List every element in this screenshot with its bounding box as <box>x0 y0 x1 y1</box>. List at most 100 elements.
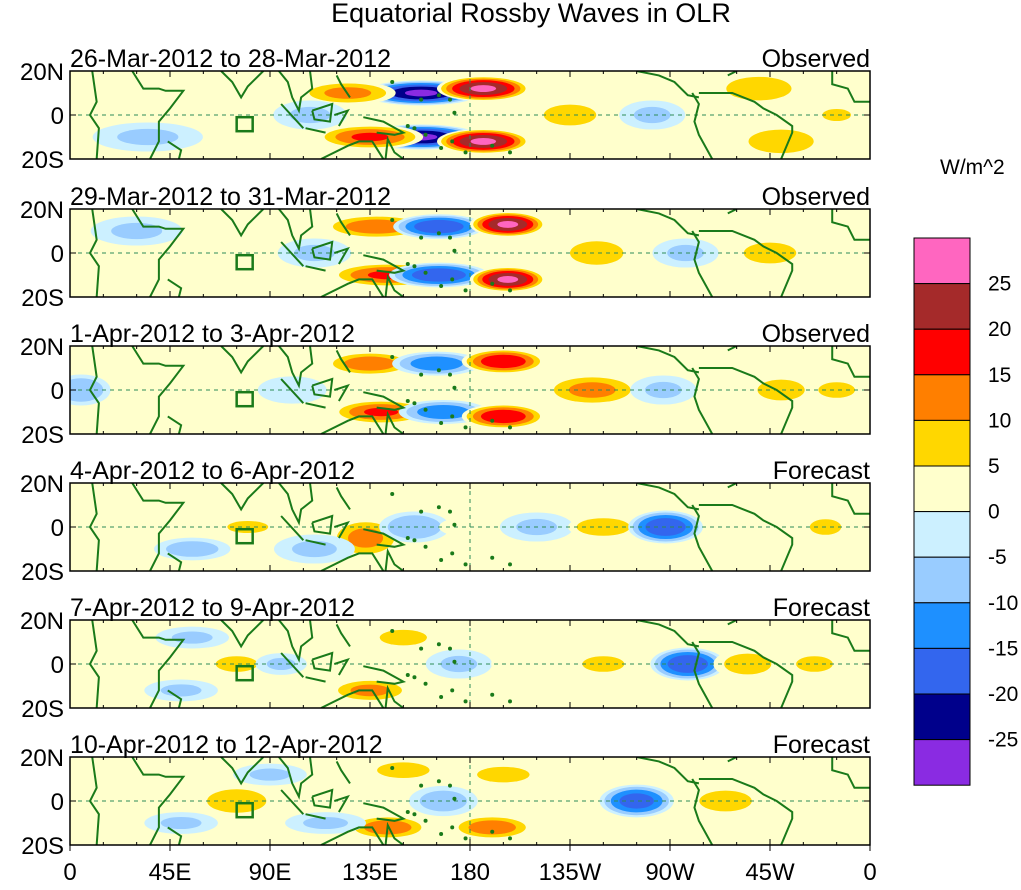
coastline <box>698 504 794 571</box>
island <box>450 825 455 830</box>
anomaly-3-level-28 <box>470 85 497 93</box>
x-tick-label: 135E <box>342 859 398 886</box>
island <box>452 796 457 801</box>
coastline <box>88 757 100 845</box>
y-tick-label: 0 <box>51 515 64 542</box>
coastline <box>311 514 334 535</box>
y-tick-label: 20S <box>21 147 64 174</box>
coastline <box>167 689 183 708</box>
coastline <box>131 209 186 297</box>
coastline <box>305 539 326 546</box>
island <box>419 97 424 102</box>
island <box>412 264 417 269</box>
colorbar-swatch <box>913 419 971 467</box>
coastline <box>691 504 714 571</box>
coastline <box>320 415 385 434</box>
coastline <box>278 483 314 526</box>
anomaly-5-level-18 <box>480 354 526 369</box>
coastline <box>636 346 700 374</box>
coastlines <box>88 346 870 434</box>
panel-date-range: 4-Apr-2012 to 6-Apr-2012 <box>70 457 355 485</box>
coastline <box>334 108 350 127</box>
x-tick-label: 45E <box>149 859 192 886</box>
island <box>436 368 441 373</box>
y-tick-label: 0 <box>51 103 64 130</box>
island <box>436 93 441 98</box>
coastline <box>88 209 100 297</box>
island <box>390 80 395 84</box>
x-tick-label: 90E <box>249 859 292 886</box>
anomaly-4-level-13 <box>417 404 470 420</box>
anomaly-1-level-13 <box>347 528 384 548</box>
island <box>419 783 424 788</box>
island <box>423 681 428 686</box>
island <box>436 231 441 236</box>
island <box>463 836 468 841</box>
island <box>390 629 395 633</box>
coastline <box>363 528 407 548</box>
island <box>412 401 417 406</box>
island <box>439 558 444 562</box>
coastline <box>363 802 407 822</box>
colorbar-level-label: 10 <box>988 409 1011 432</box>
anomaly-7-level-8 <box>570 241 624 265</box>
anomaly-9-level-8 <box>215 656 258 672</box>
coastline <box>363 116 407 136</box>
y-tick-label: 20N <box>20 471 64 498</box>
coastline <box>636 757 700 785</box>
anomaly-11-level-8 <box>292 540 337 558</box>
coastline <box>335 212 351 236</box>
panel-date-range: 26-Mar-2012 to 28-Mar-2012 <box>70 45 391 73</box>
coastline <box>220 757 265 786</box>
coastline <box>691 641 714 708</box>
island <box>448 509 452 514</box>
island <box>463 288 468 293</box>
coastline <box>384 135 404 159</box>
coastline <box>311 788 334 809</box>
colorbar-swatch <box>913 602 971 649</box>
island <box>439 284 444 288</box>
colorbar-swatch <box>913 647 971 695</box>
anomaly-10-level-8 <box>249 768 291 781</box>
colorbar-level-label: 25 <box>988 273 1011 296</box>
coastline <box>691 230 714 297</box>
coastline <box>831 346 870 378</box>
box-marker <box>235 253 254 271</box>
coastline <box>334 657 350 676</box>
coastline <box>131 620 186 708</box>
box-marker <box>235 527 254 545</box>
coastline <box>691 367 714 434</box>
olr-field <box>70 483 870 571</box>
y-tick-label: 20N <box>20 59 64 86</box>
coastline <box>384 273 404 297</box>
coastline <box>691 778 714 845</box>
anomaly-2-level-8 <box>379 629 427 646</box>
coastline <box>167 826 183 845</box>
anomaly-4-level-18 <box>411 268 466 282</box>
anomaly-13-level-3 <box>177 104 230 126</box>
coastline <box>278 346 314 389</box>
coastline <box>363 665 407 685</box>
coastline <box>131 757 186 845</box>
anomaly-5-level-8 <box>582 656 625 672</box>
island <box>423 544 428 549</box>
anomaly-14-level-8 <box>822 108 851 122</box>
island <box>419 509 424 514</box>
y-tick-label: 0 <box>51 789 64 816</box>
coastline <box>280 103 305 129</box>
island <box>508 288 512 293</box>
coastline <box>636 209 700 237</box>
coastline <box>334 383 350 402</box>
panel-status: Observed <box>762 183 870 211</box>
panel-1: 20N 0 20S 26-Mar-2012 to 28-Mar-2012 Observe… <box>20 45 871 174</box>
anomaly-12-level-8 <box>117 128 179 146</box>
olr-field <box>70 71 870 159</box>
panel-date-range: 1-Apr-2012 to 3-Apr-2012 <box>70 320 355 348</box>
island <box>423 407 428 412</box>
colorbar-level-label: 5 <box>988 455 1000 478</box>
island <box>448 783 452 788</box>
island <box>452 248 457 253</box>
anomaly-6-level-3 <box>528 787 598 815</box>
coastline <box>220 620 265 649</box>
coastline <box>220 71 265 100</box>
